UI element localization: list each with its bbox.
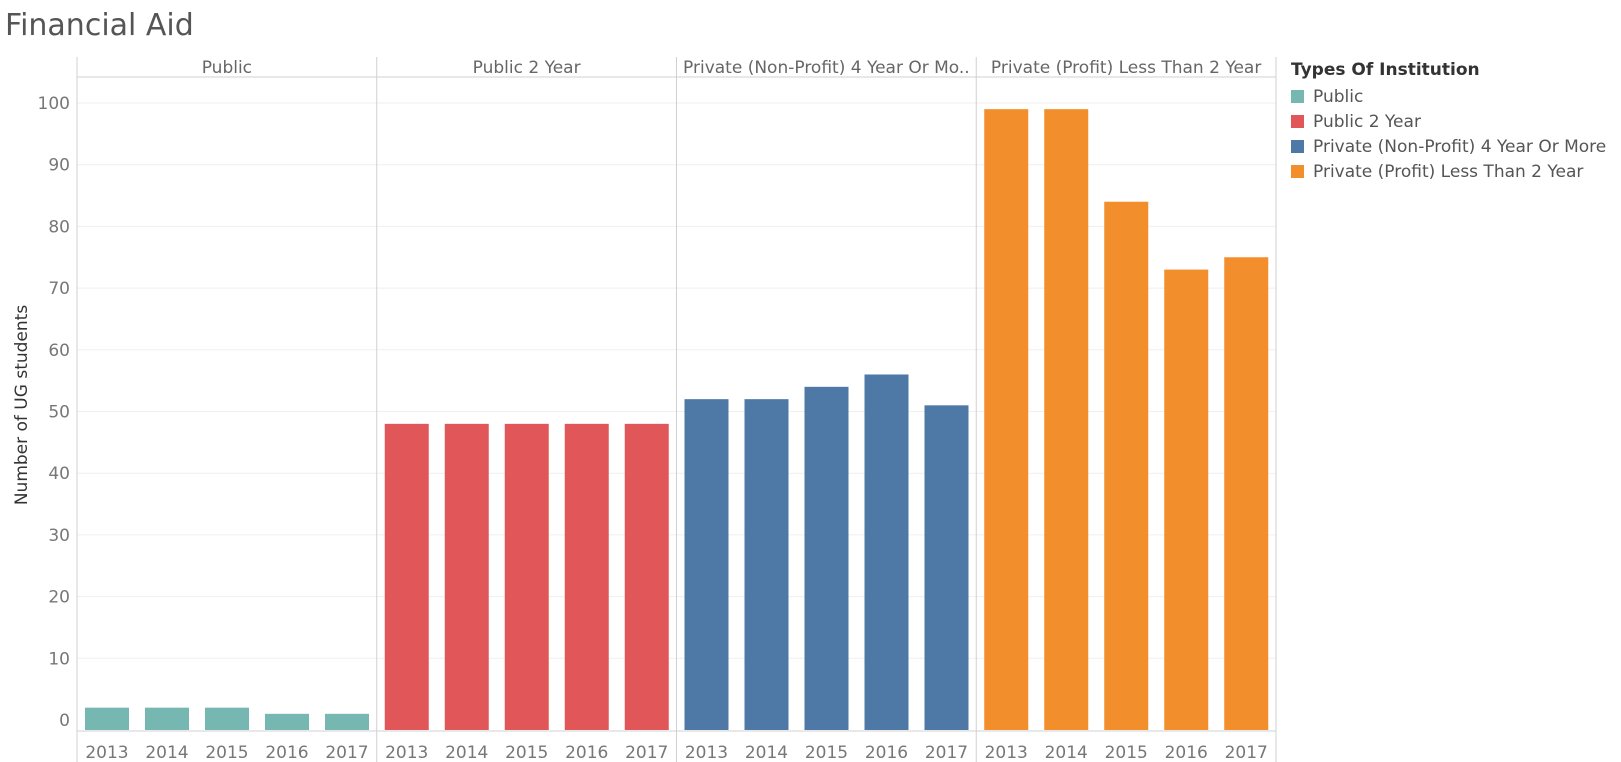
bar [984,109,1029,731]
bar [804,386,849,730]
bar [1104,201,1149,731]
y-tick-label: 60 [48,341,70,361]
x-tick-label: 2014 [745,743,788,762]
chart-title: Financial Aid [5,8,194,43]
legend-title: Types Of Institution [1291,60,1480,80]
bar [924,405,969,730]
y-axis-label: Number of UG students [12,305,32,505]
bar [1044,109,1089,731]
bar [504,423,549,730]
legend-swatch-private-profit [1291,165,1304,178]
x-tick-label: 2015 [1105,743,1148,762]
bar [205,707,249,730]
bar [85,707,129,730]
y-tick-label: 0 [59,711,70,731]
y-tick-label: 80 [48,217,70,237]
y-tick-label: 10 [48,649,70,669]
panel-header: Public 2 Year [473,58,581,78]
y-tick-label: 20 [48,588,70,608]
x-tick-label: 2016 [565,743,608,762]
x-tick-label: 2013 [385,743,428,762]
x-tick-label: 2016 [1165,743,1208,762]
panel-header: Public [202,58,252,78]
legend-item-private-profit[interactable]: Private (Profit) Less Than 2 Year [1291,159,1606,184]
x-tick-label: 2015 [805,743,848,762]
panel-header: Private (Profit) Less Than 2 Year [991,58,1261,78]
x-tick-label: 2013 [685,743,728,762]
legend-label-private-non-profit: Private (Non-Profit) 4 Year Or More [1313,136,1607,157]
y-tick-label: 50 [48,403,70,423]
legend-label-public: Public [1313,86,1364,107]
x-tick-label: 2017 [325,743,368,762]
bar [325,713,369,730]
y-tick-label: 40 [48,464,70,484]
x-tick-label: 2016 [265,743,308,762]
x-tick-label: 2014 [145,743,188,762]
legend-swatch-public [1291,90,1304,103]
bar [1224,257,1269,730]
bar [864,374,909,730]
x-tick-label: 2013 [85,743,128,762]
legend-item-public[interactable]: Public [1291,84,1606,109]
legend-swatch-private-non-profit [1291,140,1304,153]
y-tick-label: 30 [48,526,70,546]
bar [1164,269,1209,730]
y-tick-label: 90 [48,156,70,176]
bar [564,423,609,730]
bar [384,423,429,730]
x-tick-label: 2015 [205,743,248,762]
legend-item-private-non-profit[interactable]: Private (Non-Profit) 4 Year Or More [1291,134,1606,159]
panel-header: Private (Non-Profit) 4 Year Or Mo.. [683,58,970,78]
x-tick-label: 2017 [625,743,668,762]
x-tick-label: 2015 [505,743,548,762]
bar [684,399,729,730]
bar [744,399,789,730]
legend-label-public-2-year: Public 2 Year [1313,111,1421,132]
x-tick-label: 2014 [445,743,488,762]
y-tick-label: 70 [48,279,70,299]
bar [444,423,489,730]
x-tick-label: 2017 [1225,743,1268,762]
x-tick-label: 2017 [925,743,968,762]
legend-label-private-profit: Private (Profit) Less Than 2 Year [1313,161,1584,182]
legend: Types Of Institution Public Public 2 Yea… [1291,60,1606,184]
x-tick-label: 2014 [1045,743,1088,762]
bar [624,423,669,730]
legend-item-public-2-year[interactable]: Public 2 Year [1291,109,1606,134]
y-tick-label: 100 [38,94,70,114]
x-tick-label: 2013 [985,743,1028,762]
legend-swatch-public-2-year [1291,115,1304,128]
x-tick-label: 2016 [865,743,908,762]
bar [145,707,189,730]
bar [265,713,309,730]
